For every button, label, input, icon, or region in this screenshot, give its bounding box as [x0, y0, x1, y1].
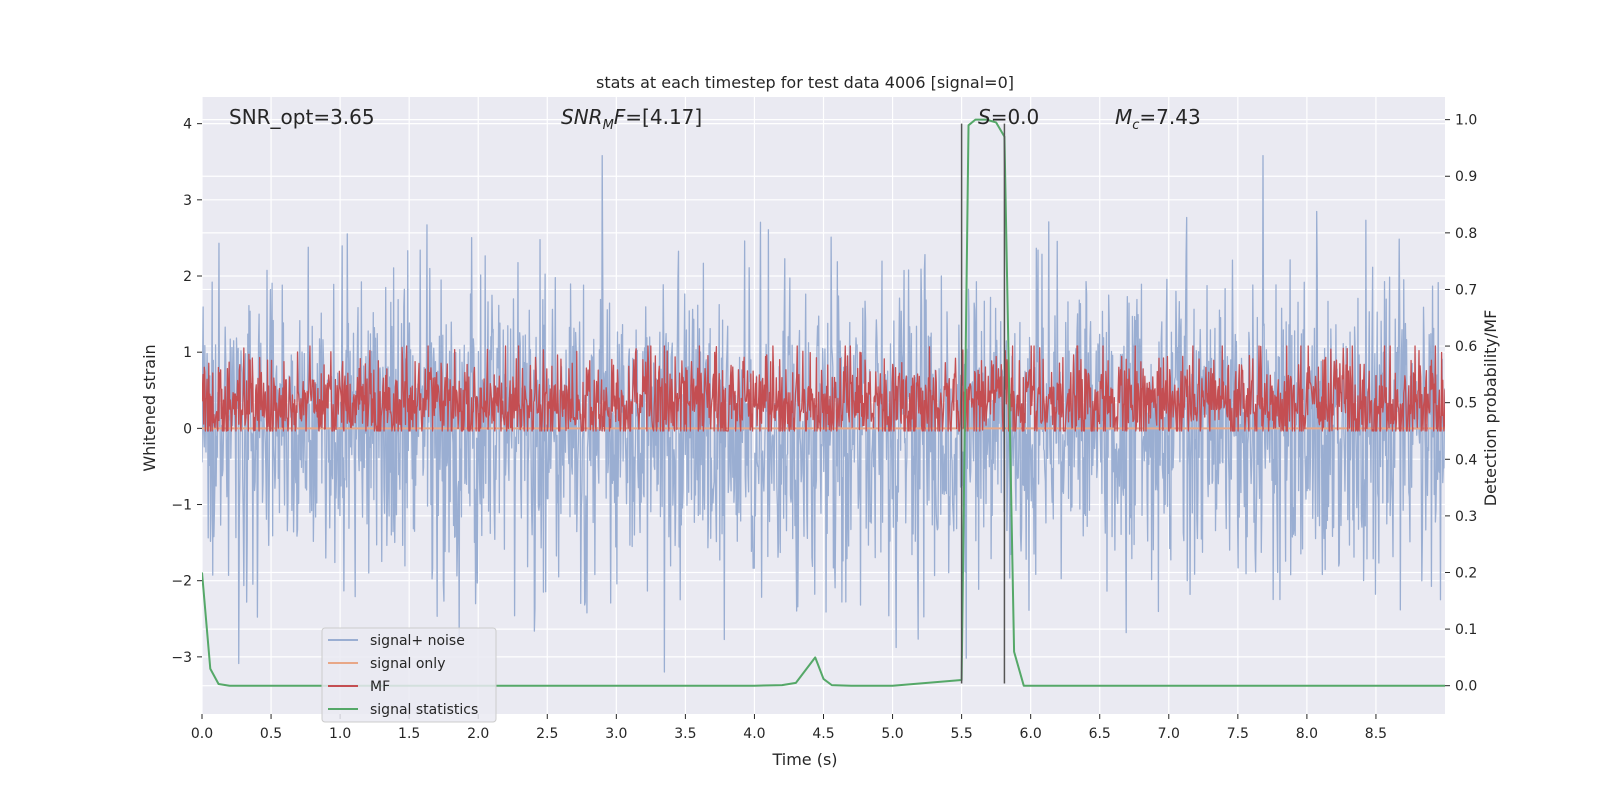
- y-left-tick-label: −3: [171, 650, 192, 666]
- y-right-tick-label: 0.2: [1455, 565, 1477, 581]
- x-tick-label: 5.0: [881, 726, 903, 742]
- legend-label-signal-only: signal only: [370, 656, 445, 672]
- y-right-tick-label: 0.8: [1455, 226, 1477, 242]
- y-left-tick-label: −2: [171, 574, 192, 590]
- y-left-tick-label: 3: [183, 193, 192, 209]
- y-right-tick-label: 0.6: [1455, 339, 1477, 355]
- x-tick-label: 8.5: [1365, 726, 1387, 742]
- x-tick-label: 8.0: [1296, 726, 1318, 742]
- y-right-tick-label: 0.9: [1455, 169, 1477, 185]
- y-right-tick-label: 0.1: [1455, 622, 1477, 638]
- x-tick-label: 2.5: [536, 726, 558, 742]
- x-tick-label: 4.0: [743, 726, 765, 742]
- x-tick-label: 3.5: [674, 726, 696, 742]
- x-tick-label: 7.0: [1158, 726, 1180, 742]
- legend-label-signal-noise: signal+ noise: [370, 633, 465, 649]
- y-axis-label-right: Detection probability/MF: [1481, 310, 1500, 507]
- y-left-tick-label: 2: [183, 269, 192, 285]
- x-tick-label: 6.5: [1089, 726, 1111, 742]
- legend-box: [321, 627, 497, 723]
- annotation-snr-mf: SNRMF=[4.17]: [561, 105, 702, 133]
- y-right-tick-label: 0.0: [1455, 679, 1477, 695]
- annotation-chirp-mass: Mc=7.43: [1115, 105, 1201, 133]
- x-tick-label: 5.5: [950, 726, 972, 742]
- x-tick-label: 6.0: [1020, 726, 1042, 742]
- x-tick-label: 0.5: [260, 726, 282, 742]
- annotation-s-stat: S=0.0: [978, 105, 1039, 129]
- y-axis-label-left: Whitened strain: [140, 344, 159, 471]
- annotation-snr-opt: SNR_opt=3.65: [229, 105, 375, 129]
- x-tick-label: 1.0: [329, 726, 351, 742]
- legend-label-signal-statistics: signal statistics: [370, 702, 478, 718]
- y-left-tick-label: 4: [183, 117, 192, 133]
- x-tick-label: 4.5: [812, 726, 834, 742]
- y-right-tick-label: 0.4: [1455, 452, 1477, 468]
- chart-title: stats at each timestep for test data 400…: [596, 73, 1014, 92]
- x-tick-label: 1.5: [398, 726, 420, 742]
- x-tick-label: 0.0: [191, 726, 213, 742]
- series-mf: [202, 345, 1445, 432]
- x-tick-label: 3.0: [605, 726, 627, 742]
- y-left-tick-label: −1: [171, 498, 192, 514]
- x-axis-label: Time (s): [771, 750, 837, 769]
- y-left-tick-label: 1: [183, 345, 192, 361]
- y-left-tick-label: 0: [183, 421, 192, 437]
- y-right-tick-label: 1.0: [1455, 113, 1477, 129]
- y-right-tick-label: 0.7: [1455, 282, 1477, 298]
- y-right-tick-label: 0.5: [1455, 396, 1477, 412]
- x-tick-label: 7.5: [1227, 726, 1249, 742]
- x-tick-label: 2.0: [467, 726, 489, 742]
- y-right-tick-label: 0.3: [1455, 509, 1477, 525]
- legend-label-mf: MF: [370, 679, 390, 695]
